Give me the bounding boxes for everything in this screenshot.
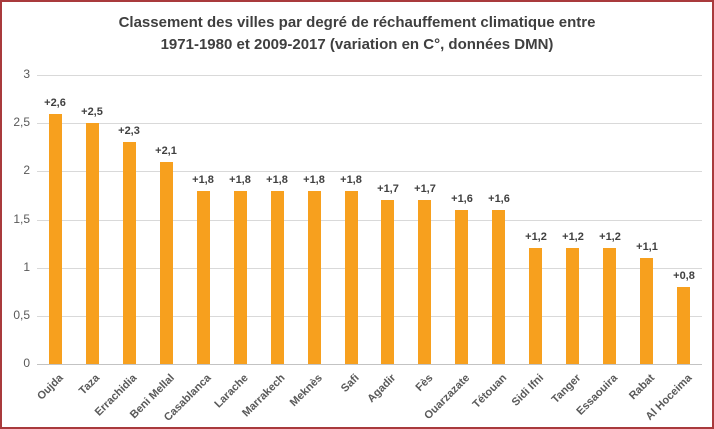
bar-ouarzazate <box>455 210 468 364</box>
y-gridline <box>37 220 702 221</box>
bar-value-label: +1,6 <box>451 193 473 205</box>
x-axis-category-label: Tanger <box>549 372 584 406</box>
bar-agadir <box>381 200 394 364</box>
bar-sidi-ifni <box>529 248 542 364</box>
x-axis-category-label: Fès <box>413 372 436 394</box>
y-axis-tick-label: 0,5 <box>13 308 30 322</box>
bar-oujda <box>49 114 62 364</box>
y-axis-tick-label: 0 <box>23 356 30 370</box>
bar-value-label: +2,1 <box>155 145 177 157</box>
bar-value-label: +1,8 <box>266 174 288 186</box>
y-axis-tick-label: 1,5 <box>13 212 30 226</box>
bar-value-label: +1,2 <box>525 231 547 243</box>
bar-value-label: +1,8 <box>303 174 325 186</box>
bar-rabat <box>640 258 653 364</box>
y-axis-tick-label: 1 <box>23 260 30 274</box>
bar-value-label: +1,8 <box>192 174 214 186</box>
bar-value-label: +1,8 <box>229 174 251 186</box>
x-axis-line <box>37 364 702 365</box>
bar-taza <box>86 123 99 364</box>
x-axis-category-label: Rabat <box>627 372 658 403</box>
x-axis-category-label: Agadir <box>365 372 399 406</box>
y-gridline <box>37 123 702 124</box>
x-axis-category-label: Sidi Ifni <box>509 372 547 409</box>
bar-value-label: +1,1 <box>636 241 658 253</box>
x-axis-category-label: Oujda <box>34 372 66 403</box>
y-axis-tick-label: 3 <box>23 67 30 81</box>
bar-value-label: +1,7 <box>377 183 399 195</box>
bar-value-label: +0,8 <box>673 270 695 282</box>
bar-value-label: +2,5 <box>81 106 103 118</box>
bar-meknès <box>308 191 321 364</box>
x-axis-category-label: Taza <box>77 372 103 398</box>
bar-value-label: +1,2 <box>562 231 584 243</box>
bar-value-label: +1,6 <box>488 193 510 205</box>
x-axis-category-label: Tétouan <box>470 372 510 411</box>
bar-essaouira <box>603 248 616 364</box>
bar-marrakech <box>271 191 284 364</box>
bar-errachidia <box>123 142 136 364</box>
chart-title-line2: 1971-1980 et 2009-2017 (variation en C°,… <box>160 36 554 53</box>
bar-value-label: +1,8 <box>340 174 362 186</box>
bar-value-label: +1,2 <box>599 231 621 243</box>
bar-safi <box>345 191 358 364</box>
bar-value-label: +2,6 <box>44 97 66 109</box>
x-axis-category-label: Meknès <box>287 372 325 410</box>
y-gridline <box>37 75 702 76</box>
y-gridline <box>37 171 702 172</box>
chart-title: Classement des villes par degré de récha… <box>2 12 712 56</box>
bar-tanger <box>566 248 579 364</box>
chart-title-line1: Classement des villes par degré de récha… <box>118 14 596 31</box>
bar-tétouan <box>492 210 505 364</box>
bar-fès <box>418 200 431 364</box>
x-axis-category-label: Safi <box>338 372 362 395</box>
y-gridline <box>37 316 702 317</box>
y-axis-tick-label: 2,5 <box>13 115 30 129</box>
bar-value-label: +1,7 <box>414 183 436 195</box>
bar-larache <box>234 191 247 364</box>
y-gridline <box>37 268 702 269</box>
bar-value-label: +2,3 <box>118 125 140 137</box>
y-axis-tick-label: 2 <box>23 163 30 177</box>
bar-beni-mellal <box>160 162 173 364</box>
bar-casablanca <box>197 191 210 364</box>
bar-al-hoceima <box>677 287 690 364</box>
